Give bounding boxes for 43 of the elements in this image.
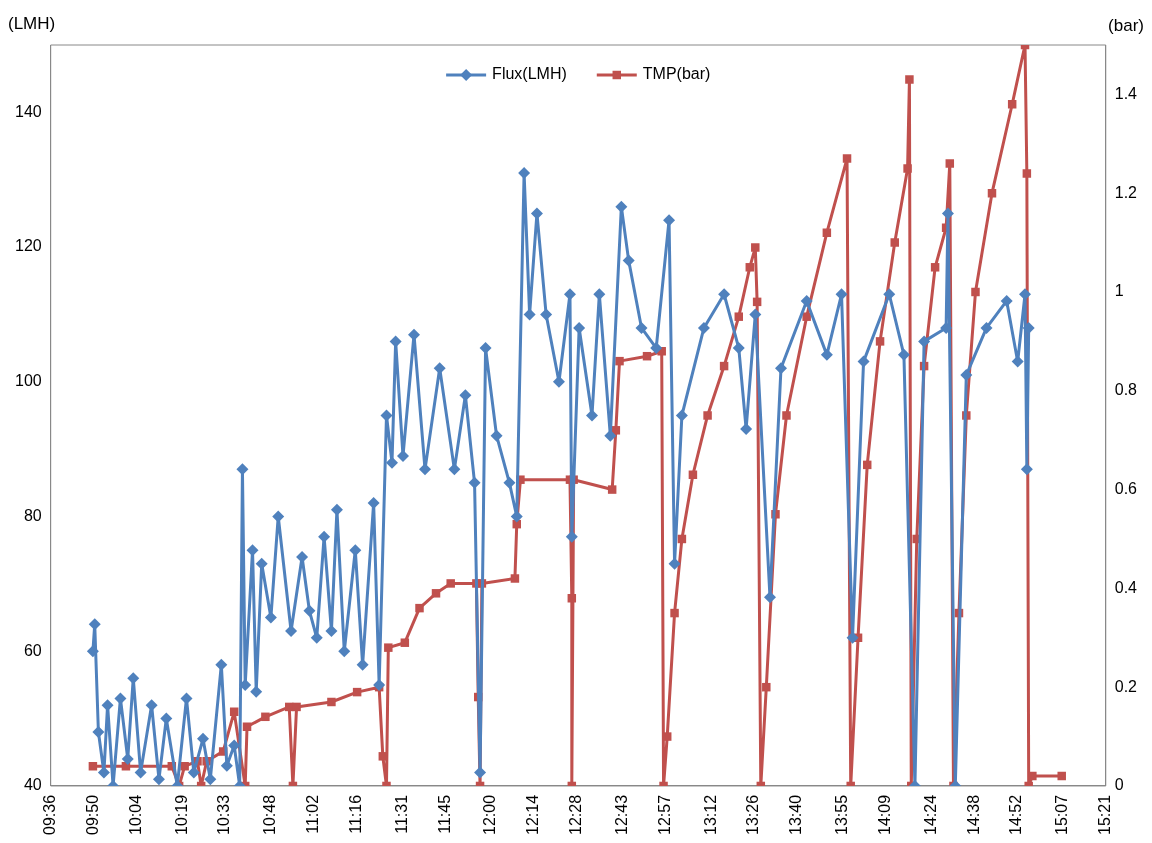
x-tick-label: 12:14 [524, 794, 542, 836]
x-tick-label: 11:31 [392, 794, 410, 834]
x-tick-label: 15:07 [1053, 794, 1071, 836]
x-tick-label: 12:57 [655, 794, 673, 836]
x-tick-label: 13:55 [833, 794, 851, 836]
x-tick-label: 11:16 [346, 794, 364, 834]
x-tick-label: 13:12 [701, 794, 719, 836]
y2-axis-title: (bar) [1108, 16, 1144, 36]
y2-tick-label: 0.4 [1114, 578, 1138, 596]
legend-label: Flux(LMH) [492, 65, 567, 83]
y2-tick-label: 1.4 [1114, 84, 1138, 102]
x-tick-label: 15:21 [1096, 794, 1114, 836]
x-tick-label: 12:00 [481, 794, 499, 836]
y-tick-label: 60 [23, 641, 42, 659]
x-tick-label: 10:19 [172, 794, 190, 836]
x-tick-label: 09:36 [41, 794, 59, 836]
legend-label: TMP(bar) [642, 65, 711, 83]
x-tick-label: 09:50 [83, 794, 101, 836]
x-tick-label: 14:52 [1007, 794, 1025, 836]
x-tick-label: 11:02 [304, 794, 322, 834]
y2-tick-label: 0.2 [1114, 677, 1138, 695]
y2-tick-label: 1 [1114, 282, 1124, 300]
y2-tick-label: 0.8 [1114, 381, 1138, 399]
x-tick-label: 13:40 [787, 794, 805, 836]
x-tick-label: 14:24 [921, 794, 939, 836]
x-tick-label: 12:43 [612, 794, 630, 836]
y2-tick-label: 0 [1114, 776, 1124, 794]
x-tick-label: 14:09 [875, 794, 893, 836]
x-tick-label: 12:28 [567, 794, 585, 836]
y-tick-label: 120 [14, 237, 42, 255]
y2-tick-label: 0.6 [1114, 479, 1138, 497]
x-tick-label: 10:04 [126, 794, 144, 836]
x-tick-label: 14:38 [964, 794, 982, 836]
y-tick-label: 140 [14, 102, 42, 120]
x-tick-label: 11:45 [435, 794, 453, 834]
y-tick-label: 40 [23, 776, 42, 794]
x-tick-label: 10:33 [215, 794, 233, 836]
x-tick-label: 10:48 [261, 794, 279, 836]
y-tick-label: 80 [23, 506, 42, 524]
x-tick-label: 13:26 [744, 794, 762, 836]
y-axis-title: (LMH) [8, 14, 56, 34]
y-tick-label: 100 [14, 372, 42, 390]
y2-tick-label: 1.2 [1114, 183, 1138, 201]
